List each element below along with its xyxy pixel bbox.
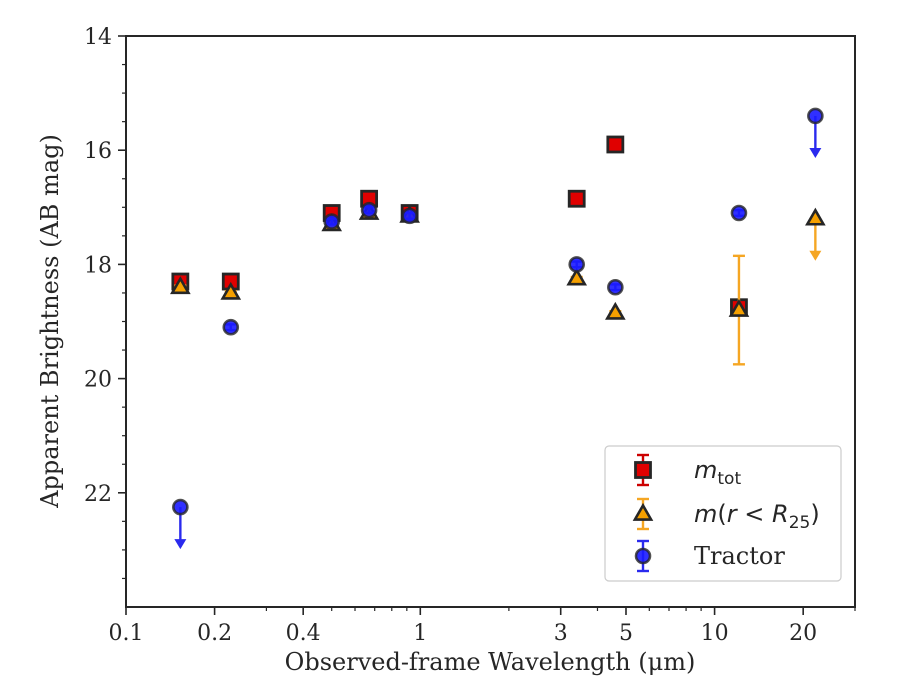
x-tick-label: 20 xyxy=(789,621,817,646)
circle-data-point xyxy=(568,256,586,273)
legend-frame xyxy=(604,445,842,582)
y-axis-title: Apparent Brightness (AB mag) xyxy=(36,134,64,509)
x-tick-label: 0.4 xyxy=(286,621,321,646)
triangle-data-point xyxy=(566,267,588,286)
legend-triangle-marker xyxy=(632,502,654,521)
circle-arrow-head xyxy=(809,147,822,158)
x-tick-label: 5 xyxy=(619,621,633,646)
circle-data-point xyxy=(607,278,624,296)
triangle-data-point xyxy=(805,207,826,226)
axes: 0.1 0.2 0.4 1 3 5 10 20 14 16 18 20 22 xyxy=(84,25,856,646)
legend-label: Tractor xyxy=(694,542,785,570)
x-tick-label: 1 xyxy=(413,621,427,646)
triangle-data-point xyxy=(605,301,626,320)
circle-data-point xyxy=(360,201,378,219)
triangle-data-point xyxy=(220,281,242,300)
legend: mtot m(r < R25) Tractor xyxy=(604,445,842,582)
circle-data-point xyxy=(807,107,824,125)
square-data-point xyxy=(606,135,625,154)
y-tick-label: 14 xyxy=(84,25,112,50)
x-tick-label: 3 xyxy=(554,621,568,646)
y-tick-label: 16 xyxy=(84,139,112,164)
y-tick-label: 20 xyxy=(84,368,112,393)
circle-arrow-head xyxy=(174,539,187,550)
data-marks xyxy=(170,107,826,550)
circle-data-point xyxy=(222,318,240,336)
circle-data-point xyxy=(730,204,748,222)
legend-circle-marker xyxy=(634,547,652,565)
circle-data-point xyxy=(172,498,189,516)
y-tick-label: 22 xyxy=(84,482,112,507)
circle-data-point xyxy=(401,207,418,225)
circle-data-point xyxy=(323,213,341,230)
x-tick-label: 0.2 xyxy=(197,621,232,646)
legend-square-marker xyxy=(634,461,652,479)
triangle-arrow-head xyxy=(809,250,822,261)
square-data-point xyxy=(567,189,586,208)
legend-label: mtot xyxy=(694,456,741,489)
x-tick-label: 0.1 xyxy=(109,621,144,646)
triangle-data-point xyxy=(728,298,750,317)
legend-label: m(r < R25) xyxy=(694,500,820,533)
x-tick-label: 10 xyxy=(701,621,729,646)
plot-frame xyxy=(125,35,856,608)
y-tick-label: 18 xyxy=(84,253,112,278)
x-axis-title: Observed-frame Wavelength (μm) xyxy=(285,648,696,676)
triangle-data-point xyxy=(170,276,191,295)
